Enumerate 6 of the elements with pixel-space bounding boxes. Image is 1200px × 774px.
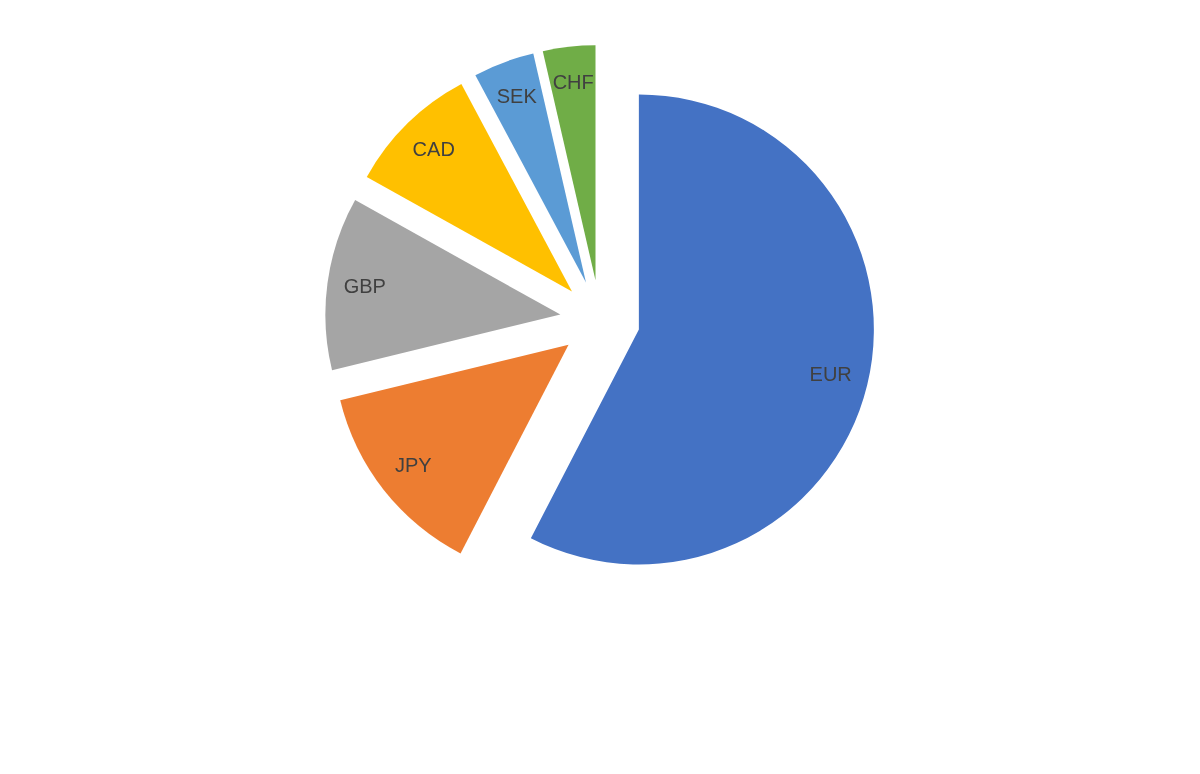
slice-label: SEK	[496, 84, 538, 107]
slice-label: CHF	[552, 71, 594, 94]
slice-label: JPY	[394, 453, 432, 476]
slice-label: EUR	[809, 363, 852, 386]
slice-label: GBP	[343, 275, 386, 298]
slice-label: CAD	[412, 137, 455, 160]
